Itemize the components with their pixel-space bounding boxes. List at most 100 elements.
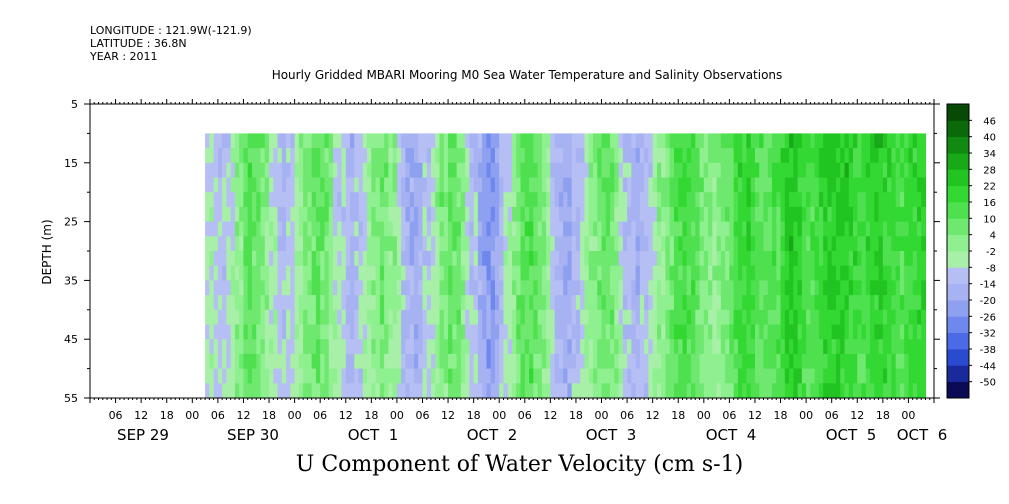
- heatmap-cell: [580, 339, 586, 355]
- heatmap-cell: [627, 162, 632, 179]
- heatmap-cell: [328, 309, 334, 326]
- heatmap-cell: [712, 353, 718, 370]
- heatmap-cell: [294, 324, 300, 340]
- heatmap-cell: [810, 206, 816, 223]
- heatmap-cell: [661, 339, 667, 355]
- heatmap-cell: [401, 383, 407, 398]
- heatmap-cell: [341, 192, 347, 208]
- heatmap-cell: [358, 309, 364, 326]
- heatmap-cell: [422, 206, 428, 223]
- heatmap-cell: [332, 177, 338, 193]
- heatmap-cell: [904, 265, 910, 281]
- heatmap-cell: [260, 353, 266, 370]
- heatmap-cell: [520, 133, 526, 149]
- heatmap-cell: [853, 339, 858, 355]
- heatmap-cell: [874, 148, 880, 164]
- heatmap-cell: [865, 265, 871, 281]
- heatmap-cell: [695, 295, 701, 311]
- hour-tick-label: 00: [492, 409, 506, 422]
- heatmap-cell: [315, 236, 321, 252]
- heatmap-cell: [665, 177, 671, 193]
- heatmap-cell: [784, 133, 790, 149]
- heatmap-cell: [247, 177, 253, 193]
- heatmap-cell: [260, 368, 266, 384]
- heatmap-cell: [337, 148, 343, 164]
- heatmap-cell: [661, 221, 667, 237]
- heatmap-cell: [384, 353, 389, 370]
- heatmap-cell: [793, 148, 799, 164]
- heatmap-cell: [426, 133, 432, 149]
- heatmap-cell: [592, 280, 598, 296]
- heatmap-cell: [435, 339, 441, 355]
- heatmap-cell: [426, 192, 432, 208]
- heatmap-cell: [789, 236, 794, 252]
- heatmap-cell: [908, 324, 914, 340]
- heatmap-cell: [861, 368, 867, 384]
- heatmap-cell: [916, 309, 922, 326]
- heatmap-cell: [882, 280, 888, 296]
- heatmap-cell: [303, 177, 308, 193]
- heatmap-cell: [588, 148, 594, 164]
- heatmap-cell: [899, 324, 905, 340]
- heatmap-cell: [435, 148, 441, 164]
- heatmap-cell: [205, 162, 210, 179]
- heatmap-cell: [584, 280, 590, 296]
- heatmap-cell: [789, 280, 794, 296]
- heatmap-cell: [375, 353, 381, 370]
- heatmap-cell: [546, 383, 551, 398]
- heatmap-cell: [818, 383, 824, 398]
- heatmap-cell: [298, 339, 304, 355]
- heatmap-cell: [290, 251, 296, 267]
- heatmap-cell: [435, 177, 441, 193]
- heatmap-cell: [614, 251, 620, 267]
- heatmap-cell: [273, 192, 279, 208]
- heatmap-cell: [541, 221, 547, 237]
- heatmap-cell: [870, 309, 875, 326]
- heatmap-cell: [439, 133, 445, 149]
- heatmap-cell: [601, 162, 607, 179]
- heatmap-cell: [499, 133, 505, 149]
- heatmap-cell: [759, 133, 765, 149]
- heatmap-cell: [780, 162, 786, 179]
- heatmap-cell: [865, 353, 871, 370]
- heatmap-cell: [716, 162, 722, 179]
- heatmap-cell: [294, 368, 300, 384]
- heatmap-cell: [908, 148, 914, 164]
- heatmap-cell: [239, 324, 245, 340]
- heatmap-cell: [652, 309, 658, 326]
- heatmap-cell: [729, 251, 735, 267]
- heatmap-cell: [840, 221, 846, 237]
- heatmap-cell: [767, 251, 773, 267]
- heatmap-cell: [857, 251, 863, 267]
- heatmap-cell: [580, 280, 586, 296]
- heatmap-cell: [857, 133, 863, 149]
- heatmap-cell: [537, 236, 543, 252]
- heatmap-cell: [554, 353, 560, 370]
- heatmap-cell: [810, 177, 816, 193]
- y-tick-label: 25: [64, 216, 78, 229]
- heatmap-cell: [661, 280, 667, 296]
- heatmap-cell: [691, 133, 696, 149]
- heatmap-cell: [644, 251, 649, 267]
- heatmap-cell: [477, 221, 483, 237]
- heatmap-cell: [512, 339, 517, 355]
- heatmap-cell: [435, 162, 441, 179]
- heatmap-cell: [772, 265, 777, 281]
- heatmap-cell: [887, 162, 892, 179]
- heatmap-cell: [328, 368, 334, 384]
- heatmap-cell: [524, 280, 530, 296]
- heatmap-cell: [405, 221, 411, 237]
- heatmap-cell: [631, 236, 637, 252]
- heatmap-cell: [554, 162, 560, 179]
- heatmap-cell: [720, 339, 726, 355]
- heatmap-cell: [789, 251, 794, 267]
- heatmap-cell: [507, 295, 513, 311]
- heatmap-cell: [631, 295, 637, 311]
- heatmap-cell: [831, 295, 837, 311]
- heatmap-cell: [678, 368, 684, 384]
- heatmap-cell: [631, 206, 637, 223]
- heatmap-cell: [384, 280, 389, 296]
- heatmap-cell: [388, 353, 394, 370]
- heatmap-cell: [529, 162, 534, 179]
- heatmap-cell: [733, 339, 739, 355]
